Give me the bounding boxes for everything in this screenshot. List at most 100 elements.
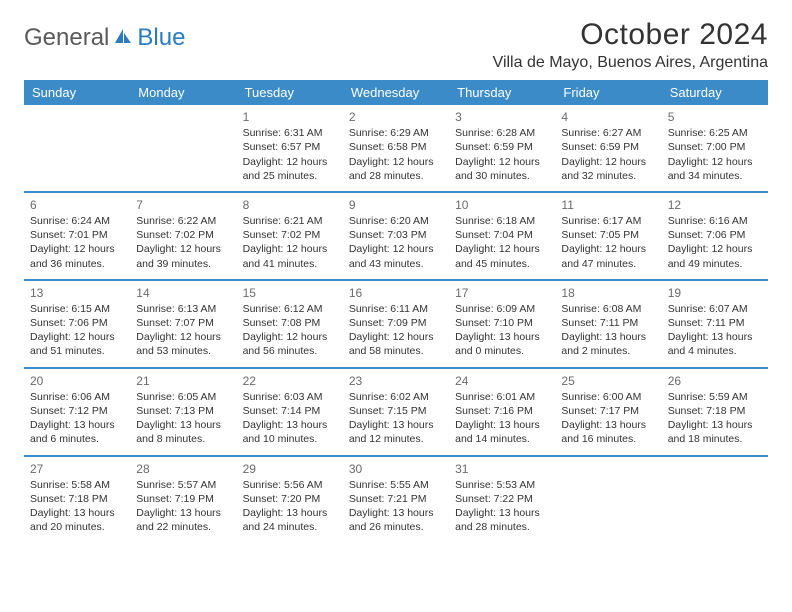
sunrise-line: Sunrise: 6:29 AM (349, 126, 443, 140)
daylight-line: Daylight: 13 hours and 4 minutes. (668, 330, 762, 358)
calendar-cell: 8Sunrise: 6:21 AMSunset: 7:02 PMDaylight… (237, 192, 343, 280)
calendar-cell: 7Sunrise: 6:22 AMSunset: 7:02 PMDaylight… (130, 192, 236, 280)
daylight-line: Daylight: 12 hours and 47 minutes. (561, 242, 655, 270)
sunset-line: Sunset: 7:06 PM (30, 316, 124, 330)
sunrise-line: Sunrise: 6:27 AM (561, 126, 655, 140)
logo: GeneralBlue (24, 18, 185, 52)
day-header: Thursday (449, 80, 555, 105)
calendar-cell: 15Sunrise: 6:12 AMSunset: 7:08 PMDayligh… (237, 280, 343, 368)
sunset-line: Sunset: 7:20 PM (243, 492, 337, 506)
calendar-cell: 13Sunrise: 6:15 AMSunset: 7:06 PMDayligh… (24, 280, 130, 368)
day-number: 11 (561, 197, 655, 213)
daylight-line: Daylight: 13 hours and 10 minutes. (243, 418, 337, 446)
sunset-line: Sunset: 7:02 PM (243, 228, 337, 242)
calendar-cell: 21Sunrise: 6:05 AMSunset: 7:13 PMDayligh… (130, 368, 236, 456)
day-number: 3 (455, 109, 549, 125)
calendar-row: 27Sunrise: 5:58 AMSunset: 7:18 PMDayligh… (24, 456, 768, 543)
day-number: 30 (349, 461, 443, 477)
sunset-line: Sunset: 7:21 PM (349, 492, 443, 506)
day-number: 26 (668, 373, 762, 389)
sunrise-line: Sunrise: 5:53 AM (455, 478, 549, 492)
day-header: Friday (555, 80, 661, 105)
daylight-line: Daylight: 13 hours and 18 minutes. (668, 418, 762, 446)
sunrise-line: Sunrise: 6:11 AM (349, 302, 443, 316)
daylight-line: Daylight: 13 hours and 22 minutes. (136, 506, 230, 534)
day-number: 9 (349, 197, 443, 213)
daylight-line: Daylight: 12 hours and 45 minutes. (455, 242, 549, 270)
daylight-line: Daylight: 13 hours and 20 minutes. (30, 506, 124, 534)
day-number: 24 (455, 373, 549, 389)
sunset-line: Sunset: 7:14 PM (243, 404, 337, 418)
sunset-line: Sunset: 7:11 PM (561, 316, 655, 330)
daylight-line: Daylight: 13 hours and 12 minutes. (349, 418, 443, 446)
calendar-cell (555, 456, 661, 543)
sunrise-line: Sunrise: 6:06 AM (30, 390, 124, 404)
day-header: Saturday (662, 80, 768, 105)
sunset-line: Sunset: 7:09 PM (349, 316, 443, 330)
sunset-line: Sunset: 7:10 PM (455, 316, 549, 330)
daylight-line: Daylight: 13 hours and 8 minutes. (136, 418, 230, 446)
day-number: 7 (136, 197, 230, 213)
sunrise-line: Sunrise: 6:16 AM (668, 214, 762, 228)
sunrise-line: Sunrise: 6:18 AM (455, 214, 549, 228)
calendar-cell: 10Sunrise: 6:18 AMSunset: 7:04 PMDayligh… (449, 192, 555, 280)
sunrise-line: Sunrise: 6:03 AM (243, 390, 337, 404)
sunset-line: Sunset: 7:03 PM (349, 228, 443, 242)
location-text: Villa de Mayo, Buenos Aires, Argentina (493, 54, 768, 72)
sunset-line: Sunset: 7:15 PM (349, 404, 443, 418)
calendar-body: 1Sunrise: 6:31 AMSunset: 6:57 PMDaylight… (24, 105, 768, 542)
daylight-line: Daylight: 12 hours and 51 minutes. (30, 330, 124, 358)
calendar-row: 13Sunrise: 6:15 AMSunset: 7:06 PMDayligh… (24, 280, 768, 368)
daylight-line: Daylight: 12 hours and 49 minutes. (668, 242, 762, 270)
calendar-cell: 20Sunrise: 6:06 AMSunset: 7:12 PMDayligh… (24, 368, 130, 456)
calendar-cell: 9Sunrise: 6:20 AMSunset: 7:03 PMDaylight… (343, 192, 449, 280)
day-number: 6 (30, 197, 124, 213)
calendar-cell: 12Sunrise: 6:16 AMSunset: 7:06 PMDayligh… (662, 192, 768, 280)
calendar-cell (662, 456, 768, 543)
sunrise-line: Sunrise: 6:02 AM (349, 390, 443, 404)
daylight-line: Daylight: 13 hours and 2 minutes. (561, 330, 655, 358)
sunset-line: Sunset: 7:01 PM (30, 228, 124, 242)
day-number: 14 (136, 285, 230, 301)
sunrise-line: Sunrise: 6:05 AM (136, 390, 230, 404)
sunrise-line: Sunrise: 5:57 AM (136, 478, 230, 492)
sunrise-line: Sunrise: 6:15 AM (30, 302, 124, 316)
calendar-row: 6Sunrise: 6:24 AMSunset: 7:01 PMDaylight… (24, 192, 768, 280)
sunset-line: Sunset: 7:19 PM (136, 492, 230, 506)
day-header: Tuesday (237, 80, 343, 105)
day-number: 16 (349, 285, 443, 301)
calendar-cell: 25Sunrise: 6:00 AMSunset: 7:17 PMDayligh… (555, 368, 661, 456)
sunset-line: Sunset: 7:11 PM (668, 316, 762, 330)
calendar-cell: 31Sunrise: 5:53 AMSunset: 7:22 PMDayligh… (449, 456, 555, 543)
title-block: October 2024 Villa de Mayo, Buenos Aires… (493, 18, 768, 72)
calendar-cell: 22Sunrise: 6:03 AMSunset: 7:14 PMDayligh… (237, 368, 343, 456)
calendar-cell: 27Sunrise: 5:58 AMSunset: 7:18 PMDayligh… (24, 456, 130, 543)
day-number: 19 (668, 285, 762, 301)
daylight-line: Daylight: 13 hours and 0 minutes. (455, 330, 549, 358)
day-number: 20 (30, 373, 124, 389)
daylight-line: Daylight: 12 hours and 36 minutes. (30, 242, 124, 270)
daylight-line: Daylight: 13 hours and 14 minutes. (455, 418, 549, 446)
sunrise-line: Sunrise: 6:25 AM (668, 126, 762, 140)
day-number: 12 (668, 197, 762, 213)
day-number: 17 (455, 285, 549, 301)
daylight-line: Daylight: 12 hours and 43 minutes. (349, 242, 443, 270)
day-header: Wednesday (343, 80, 449, 105)
sunset-line: Sunset: 7:05 PM (561, 228, 655, 242)
calendar-row: 1Sunrise: 6:31 AMSunset: 6:57 PMDaylight… (24, 105, 768, 192)
sunrise-line: Sunrise: 6:17 AM (561, 214, 655, 228)
sunrise-line: Sunrise: 6:00 AM (561, 390, 655, 404)
sunrise-line: Sunrise: 6:21 AM (243, 214, 337, 228)
calendar-cell: 30Sunrise: 5:55 AMSunset: 7:21 PMDayligh… (343, 456, 449, 543)
calendar-cell: 1Sunrise: 6:31 AMSunset: 6:57 PMDaylight… (237, 105, 343, 192)
sunset-line: Sunset: 6:57 PM (243, 140, 337, 154)
daylight-line: Daylight: 12 hours and 28 minutes. (349, 155, 443, 183)
day-number: 13 (30, 285, 124, 301)
daylight-line: Daylight: 12 hours and 30 minutes. (455, 155, 549, 183)
day-number: 1 (243, 109, 337, 125)
day-header-row: Sunday Monday Tuesday Wednesday Thursday… (24, 80, 768, 105)
calendar-cell: 24Sunrise: 6:01 AMSunset: 7:16 PMDayligh… (449, 368, 555, 456)
day-number: 4 (561, 109, 655, 125)
calendar-cell: 4Sunrise: 6:27 AMSunset: 6:59 PMDaylight… (555, 105, 661, 192)
sunrise-line: Sunrise: 6:07 AM (668, 302, 762, 316)
